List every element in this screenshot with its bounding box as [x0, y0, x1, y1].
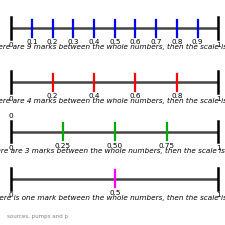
Text: sources, pumps and p: sources, pumps and p	[7, 214, 68, 219]
Text: 0.50: 0.50	[107, 143, 123, 149]
Text: 0.6: 0.6	[130, 93, 141, 99]
Text: 0.6: 0.6	[130, 39, 141, 45]
Text: 1: 1	[216, 192, 220, 198]
Text: 0.9: 0.9	[192, 39, 203, 45]
Text: 0.25: 0.25	[55, 143, 71, 149]
Text: 0: 0	[9, 112, 14, 119]
Text: 0.4: 0.4	[88, 93, 100, 99]
Text: If there are 4 marks between the whole numbers, then the scale is 0.2: If there are 4 marks between the whole n…	[0, 98, 225, 104]
Text: 0: 0	[9, 42, 14, 48]
Text: If there is one mark between the whole numbers, then the scale is 0.5: If there is one mark between the whole n…	[0, 195, 225, 201]
Text: 0: 0	[9, 192, 14, 198]
Text: 1: 1	[216, 96, 220, 102]
Text: If there are 9 marks between the whole numbers, then the scale is 0.1: If there are 9 marks between the whole n…	[0, 44, 225, 50]
Text: 0.8: 0.8	[171, 93, 183, 99]
Text: 1: 1	[216, 145, 220, 151]
Text: 0.3: 0.3	[68, 39, 79, 45]
Text: If there are 3 marks between the whole numbers, then the scale is 0.25: If there are 3 marks between the whole n…	[0, 148, 225, 154]
Text: 0.4: 0.4	[88, 39, 100, 45]
Text: 0.8: 0.8	[171, 39, 183, 45]
Text: 0.1: 0.1	[26, 39, 38, 45]
Text: 0.5: 0.5	[109, 39, 121, 45]
Text: 0.5: 0.5	[109, 190, 121, 196]
Text: 0.7: 0.7	[150, 39, 162, 45]
Text: 0: 0	[9, 145, 14, 151]
Text: 1: 1	[216, 42, 220, 48]
Text: 0.2: 0.2	[47, 93, 58, 99]
Text: 0.2: 0.2	[47, 39, 58, 45]
Text: 0.75: 0.75	[158, 143, 175, 149]
Text: 0: 0	[9, 96, 14, 102]
